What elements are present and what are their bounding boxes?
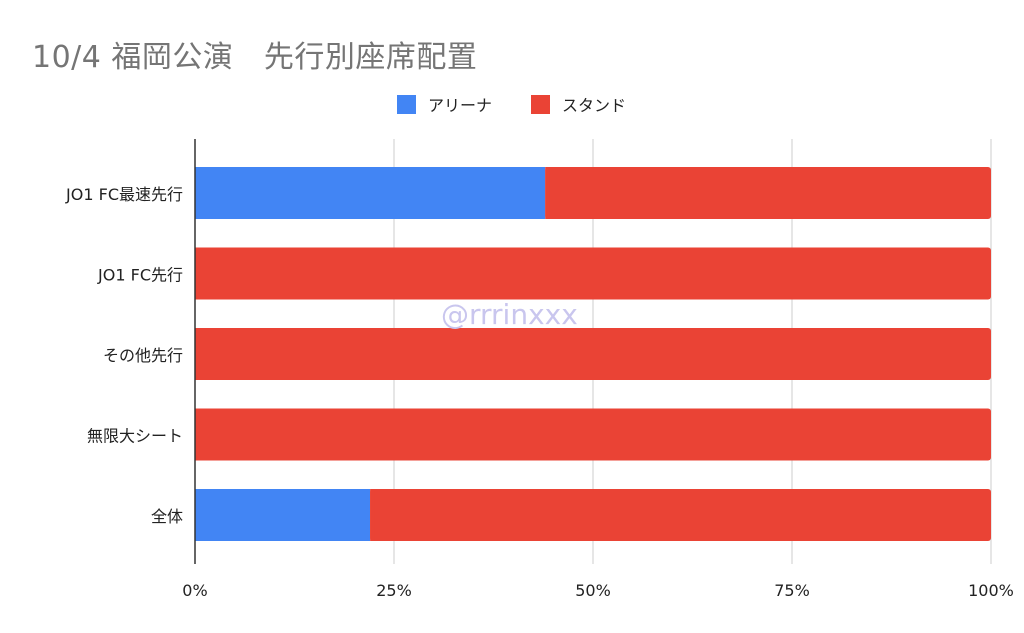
legend-label: アリーナ xyxy=(428,96,492,115)
legend-swatch xyxy=(531,95,550,114)
bar-segment-join xyxy=(370,489,375,541)
y-category-label: 全体 xyxy=(151,507,183,526)
x-tick-label: 25% xyxy=(376,581,412,600)
bar-segment-join xyxy=(195,247,199,300)
bar-segment xyxy=(545,167,991,219)
bar-segment xyxy=(195,489,371,541)
bar-segment xyxy=(195,167,546,219)
bars xyxy=(195,167,991,541)
legend-label: スタンド xyxy=(562,96,626,115)
bar-segment xyxy=(370,489,991,541)
bar-segment-join xyxy=(195,328,199,380)
y-category-label: その他先行 xyxy=(103,346,183,365)
watermark: @rrrinxxx xyxy=(441,298,578,331)
bar-segment-join xyxy=(545,167,550,219)
x-tick-label: 50% xyxy=(575,581,611,600)
legend: アリーナ スタンド xyxy=(397,95,626,115)
bar-segment-join xyxy=(195,408,199,461)
chart-title: 10/4 福岡公演 先行別座席配置 xyxy=(32,40,478,75)
y-category-label: 無限大シート xyxy=(87,427,183,446)
axes: 0% 25% 50% 75% 100% JO1 FC最速先行 JO1 FC先行その他先行無限… xyxy=(65,139,1014,600)
legend-swatch xyxy=(397,95,416,114)
bar-segment xyxy=(195,328,991,380)
bar-segment xyxy=(195,247,991,300)
x-tick-label: 100% xyxy=(968,581,1014,600)
y-category-label: JO1 FC先行 xyxy=(97,266,183,285)
x-tick-label: 75% xyxy=(774,581,810,600)
x-tick-label: 0% xyxy=(182,581,207,600)
bar-segment xyxy=(195,408,991,461)
y-category-label: JO1 FC最速先行 xyxy=(65,185,183,204)
